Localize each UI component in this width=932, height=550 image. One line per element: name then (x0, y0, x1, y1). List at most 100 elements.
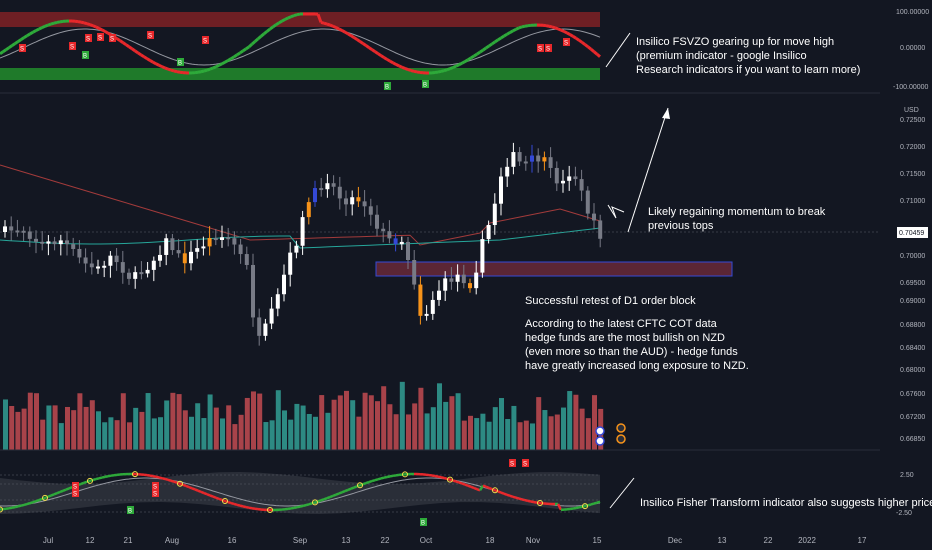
fsvzo-segment (296, 12, 301, 17)
candle-body (220, 237, 224, 240)
volume-bar (443, 401, 449, 450)
volume-bar (27, 392, 33, 450)
volume-bar (15, 411, 21, 450)
candle-body (375, 214, 379, 229)
fsvzo-segment (83, 21, 88, 26)
fsvzo-marker-box (97, 33, 104, 41)
annotation-fsvzo-line1: Insilico FSVZO gearing up for move high (636, 36, 834, 48)
fsvzo-segment (281, 18, 286, 23)
fsvzo-segment (122, 41, 127, 46)
candle-body (15, 230, 20, 233)
candle-body (306, 202, 311, 218)
volume-bar (579, 408, 585, 450)
volume-bar (499, 398, 504, 450)
fisher-segment (8, 506, 13, 510)
fsvzo-segment (134, 49, 139, 55)
fisher-segment (11, 505, 16, 509)
fisher-tick-top: 2.50 (900, 472, 914, 479)
fisher-marker-box (72, 482, 79, 490)
volume-bar (182, 410, 188, 450)
fsvzo-segment (275, 21, 280, 27)
fsvzo-segment (467, 56, 472, 62)
fsvzo-segment (359, 40, 364, 45)
fisher-segment (23, 502, 28, 507)
candle-body (480, 239, 485, 273)
fisher-segment (347, 487, 352, 492)
fsvzo-marker-box (202, 36, 209, 44)
candle-body (71, 244, 76, 249)
fisher-marker-letter: B (421, 521, 425, 527)
fsvzo-marker-letter: S (20, 47, 24, 53)
flag-icon[interactable] (595, 426, 605, 436)
fisher-segment (38, 497, 43, 502)
time-axis-tick: Nov (526, 536, 540, 545)
fisher-segment (587, 503, 592, 507)
price-tick: 0.67200 (900, 414, 925, 421)
time-axis-tick: Aug (165, 536, 179, 545)
volume-bar (300, 405, 306, 450)
fisher-segment (389, 474, 394, 478)
price-tick: 0.69500 (900, 280, 925, 287)
fsvzo-segment (356, 38, 361, 43)
price-unit: USD (904, 107, 919, 114)
annotation-cot-line1: According to the latest CFTC COT data (525, 318, 718, 330)
fisher-segment (305, 503, 310, 507)
fisher-dot (447, 476, 453, 483)
fsvzo-segment (230, 55, 235, 60)
fsvzo-segment (515, 26, 520, 31)
flag-icon[interactable] (595, 436, 605, 446)
fisher-segment (365, 480, 370, 485)
fsvzo-segment (365, 44, 370, 49)
fisher-dot (492, 487, 498, 494)
fsvzo-segment (506, 31, 511, 36)
fisher-segment (503, 492, 508, 496)
candle-body (244, 254, 249, 265)
candle-body (350, 197, 355, 205)
volume-bar (375, 401, 380, 450)
fisher-segment (17, 504, 22, 508)
fsvzo-segment (347, 32, 352, 37)
earnings-icon[interactable] (616, 423, 626, 433)
fsvzo-marker-box (19, 44, 26, 52)
fsvzo-segment (32, 29, 37, 34)
volume-bar (480, 413, 486, 450)
fsvzo-overbought-zone (0, 12, 600, 27)
fsvzo-segment (149, 59, 154, 64)
fisher-segment (29, 500, 34, 505)
candle-body (65, 240, 69, 245)
volume-bar (561, 407, 566, 450)
fsvzo-segment (284, 16, 289, 21)
volume-bar (406, 414, 411, 450)
volume-bar (319, 395, 325, 450)
fsvzo-marker-box (422, 80, 429, 88)
fisher-segment (320, 498, 325, 502)
fsvzo-segment (341, 29, 346, 34)
fsvzo-segment (47, 22, 52, 27)
candle-body (195, 248, 200, 252)
fisher-segment (434, 474, 439, 478)
candle-body (114, 255, 119, 263)
fsvzo-segment (596, 53, 601, 58)
fsvzo-segment (89, 23, 94, 28)
fsvzo-marker-box (109, 34, 116, 42)
fsvzo-segment (452, 64, 457, 69)
fsvzo-segment (242, 47, 247, 53)
time-axis-tick: Dec (668, 536, 682, 545)
annotation-fsvzo-line3: Research indicators if you want to learn… (636, 64, 860, 76)
fisher-segment (20, 503, 25, 507)
fsvzo-segment (233, 53, 238, 59)
fsvzo-segment (545, 24, 550, 28)
volume-bar (368, 395, 374, 450)
fisher-segment (458, 481, 463, 485)
candle-body (176, 250, 181, 254)
fsvzo-segment (332, 24, 337, 29)
fsvzo-segment (236, 51, 241, 57)
fsvzo-segment (35, 27, 40, 32)
fisher-dot (222, 498, 228, 505)
candle-body (592, 213, 596, 221)
earnings-icon[interactable] (616, 434, 626, 444)
candles (3, 142, 603, 346)
fisher-dot (312, 499, 318, 506)
